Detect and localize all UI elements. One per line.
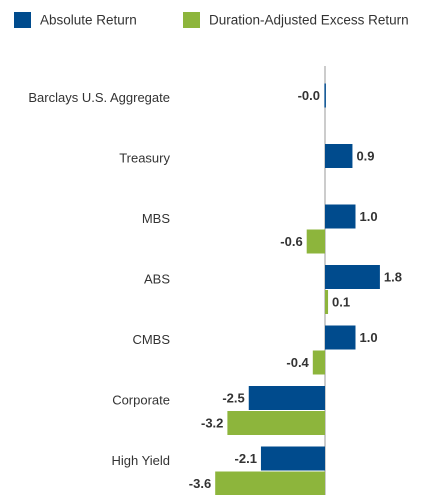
- category-label: MBS: [142, 211, 171, 226]
- value-label: 1.0: [360, 330, 378, 345]
- value-label: -0.0: [298, 88, 320, 103]
- bar: [324, 83, 326, 108]
- value-label: -3.6: [189, 476, 211, 491]
- value-label: -2.1: [235, 451, 257, 466]
- bar: [325, 204, 356, 229]
- value-label: -0.4: [286, 355, 309, 370]
- category-label: Barclays U.S. Aggregate: [28, 90, 170, 105]
- value-label: 0.1: [332, 294, 350, 309]
- bar: [260, 446, 325, 471]
- category-label: Corporate: [112, 392, 170, 407]
- value-label: -3.2: [201, 415, 223, 430]
- value-label: -0.6: [280, 234, 302, 249]
- bar: [215, 471, 325, 495]
- bar: [312, 350, 325, 375]
- legend-swatch: [14, 12, 31, 28]
- category-label: Treasury: [119, 150, 170, 165]
- category-label: CMBS: [132, 332, 170, 347]
- legend-swatch: [183, 12, 200, 28]
- bar: [248, 386, 325, 410]
- bar: [325, 325, 356, 350]
- category-label: High Yield: [111, 453, 170, 468]
- value-label: 1.8: [384, 269, 402, 284]
- category-label: ABS: [144, 271, 170, 286]
- value-label: 1.0: [360, 209, 378, 224]
- bar: [325, 290, 329, 314]
- bar: [227, 411, 325, 435]
- value-label: 0.9: [356, 148, 374, 163]
- bar: [325, 265, 380, 289]
- value-label: -2.5: [222, 390, 244, 405]
- bar: [306, 229, 325, 254]
- bar: [325, 144, 353, 168]
- legend-label: Absolute Return: [40, 13, 137, 28]
- legend-label: Duration-Adjusted Excess Return: [209, 13, 409, 28]
